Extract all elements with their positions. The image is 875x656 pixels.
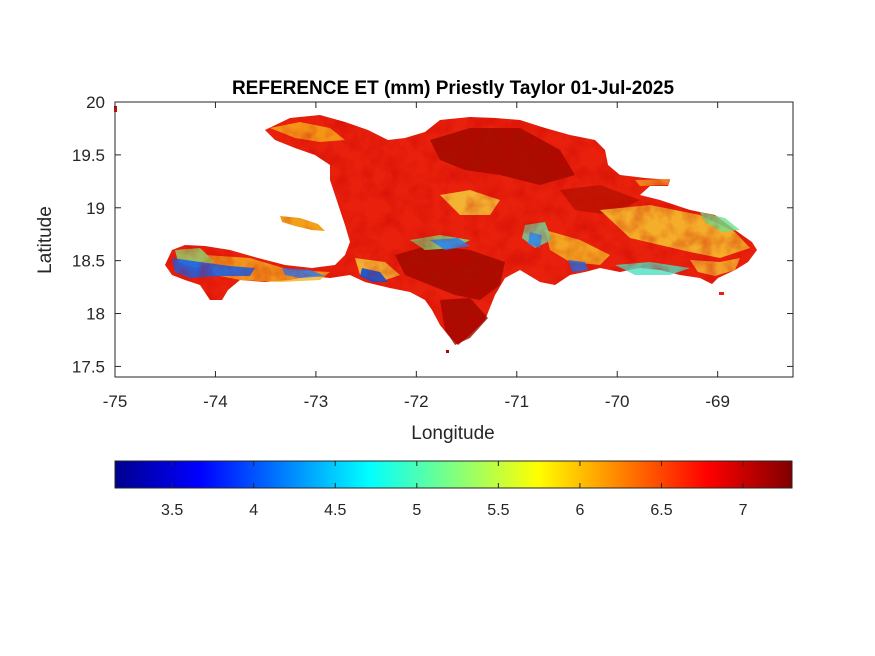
colorbar-tick-label: 6.5 [650,502,672,519]
colorbar-ticks: 3.5 4 4.5 5 5.5 6 6.5 7 [161,461,748,519]
x-tick-label: -69 [705,392,730,411]
x-axis-label: Longitude [411,423,494,444]
y-tick-label: 19 [86,199,105,218]
y-tick-label: 18 [86,305,105,324]
colorbar-tick-label: 5 [412,502,421,519]
colorbar-tick-label: 7 [739,502,748,519]
y-axis-ticks: 20 19.5 19 18.5 18 17.5 [72,93,793,376]
x-tick-label: -74 [203,392,228,411]
colorbar-tick-label: 6 [575,502,584,519]
x-tick-label: -73 [304,392,329,411]
y-tick-label: 19.5 [72,146,105,165]
chart-title: REFERENCE ET (mm) Priestly Taylor 01-Jul… [232,78,674,99]
y-axis-label: Latitude [35,206,56,274]
x-tick-label: -70 [605,392,630,411]
colorbar-tick-label: 4.5 [324,502,346,519]
x-tick-label: -75 [103,392,128,411]
y-tick-label: 20 [86,93,105,112]
colorbar: 3.5 4 4.5 5 5.5 6 6.5 7 [114,460,793,519]
x-tick-label: -72 [404,392,429,411]
x-tick-label: -71 [504,392,529,411]
y-tick-label: 18.5 [72,252,105,271]
colorbar-tick-label: 5.5 [487,502,509,519]
colorbar-tick-label: 3.5 [161,502,183,519]
plot-area: -75 -74 -73 -72 -71 -70 -69 20 19.5 19 18.5 18 17.5 [72,93,794,411]
x-axis-ticks: -75 -74 -73 -72 -71 -70 -69 [103,102,730,411]
colorbar-tick-label: 4 [249,502,258,519]
y-tick-label: 17.5 [72,357,105,376]
colorbar-gradient [114,460,793,489]
